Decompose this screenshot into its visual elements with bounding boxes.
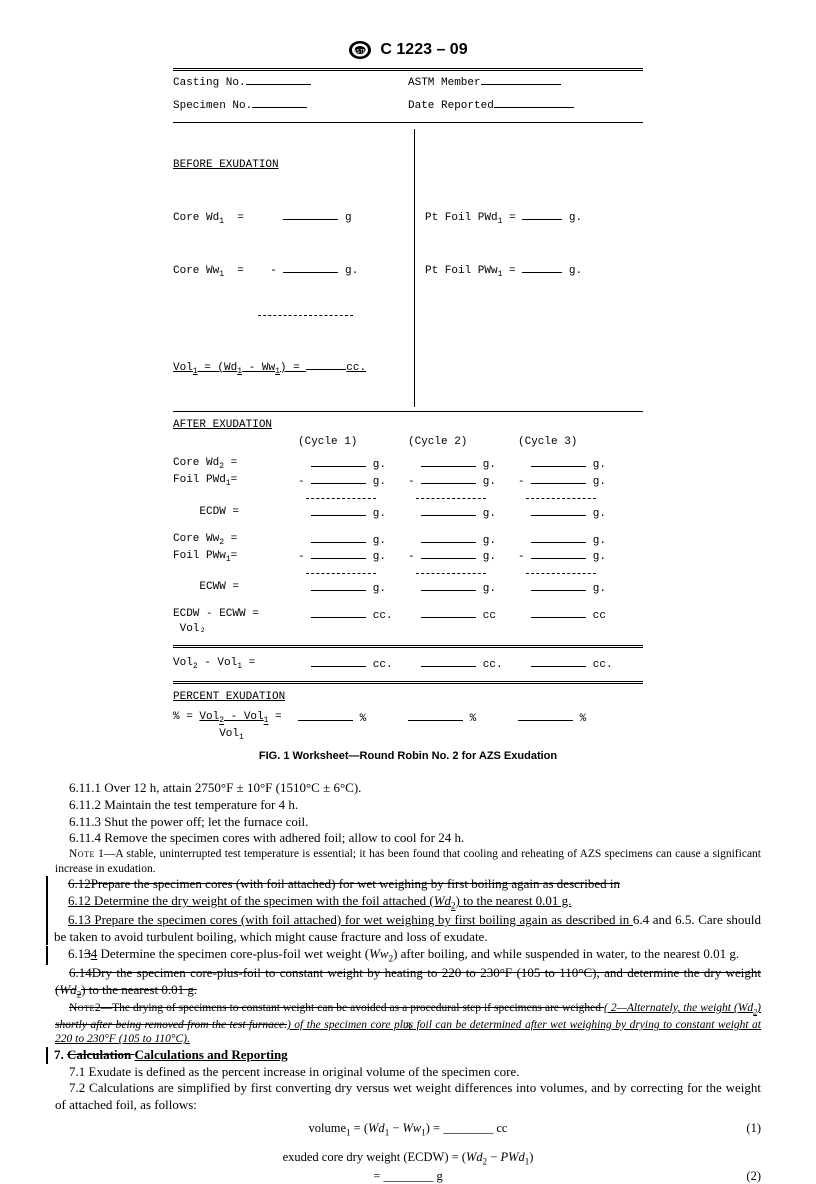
- ecdw-label: ECDW =: [199, 506, 239, 518]
- equation-2: exuded core dry weight (ECDW) = (Wd2 − P…: [55, 1149, 761, 1184]
- core-ww2-label: Core Ww: [173, 533, 219, 545]
- cycle2-label: (Cycle 2): [408, 435, 518, 450]
- p-6-12-deleted: 6.12Prepare the specimen cores (with foi…: [54, 876, 761, 893]
- vol2-label: Vol₂: [173, 623, 206, 635]
- p-6-14-renum: 6.134 Determine the specimen core-plus-f…: [54, 946, 761, 965]
- after-exudation-header: AFTER EXUDATION: [173, 418, 298, 433]
- page-number: 3: [0, 1019, 816, 1034]
- page-header: ASTM C 1223 – 09: [55, 40, 761, 60]
- percent-exudation-header: PERCENT EXUDATION: [173, 690, 643, 705]
- p-6-11-3: 6.11.3 Shut the power off; let the furna…: [55, 814, 761, 831]
- astm-member-label: ASTM Member: [408, 77, 481, 89]
- p-6-11-4: 6.11.4 Remove the specimen cores with ad…: [55, 830, 761, 847]
- eq2-number: (2): [746, 1168, 761, 1184]
- pt-foil-pwd1-label: Pt Foil PWd: [425, 212, 498, 224]
- cycle3-label: (Cycle 3): [518, 435, 577, 450]
- ecdw-minus-ecww-label: ECDW - ECWW =: [173, 608, 259, 620]
- body-text: 6.11.1 Over 12 h, attain 2750°F ± 10°F (…: [55, 780, 761, 1183]
- designation: C 1223 – 09: [380, 41, 467, 59]
- core-ww1-label: Core Ww: [173, 265, 219, 277]
- eq1-number: (1): [746, 1120, 761, 1136]
- astm-logo-icon: ASTM: [348, 40, 372, 60]
- pt-foil-pww1-label: Pt Foil PWw: [425, 265, 498, 277]
- p-6-14-deleted: 6.14Dry the specimen core-plus-foil to c…: [55, 965, 761, 1001]
- ecww-label: ECWW =: [199, 581, 239, 593]
- equation-1: volume1 = (Wd1 − Ww1) = ________ cc (1): [55, 1120, 761, 1139]
- section-7-heading: 7. Calculation Calculations and Reportin…: [54, 1047, 761, 1064]
- p-6-11-2: 6.11.2 Maintain the test temperature for…: [55, 797, 761, 814]
- figure-caption: FIG. 1 Worksheet—Round Robin No. 2 for A…: [55, 750, 761, 762]
- foil-pwd2-label: Foil PWd: [173, 474, 226, 486]
- p-6-12-new: 6.12 Determine the dry weight of the spe…: [54, 893, 761, 912]
- p-7-2: 7.2 Calculations are simplified by first…: [55, 1080, 761, 1113]
- casting-no-label: Casting No.: [173, 77, 246, 89]
- specimen-no-label: Specimen No.: [173, 100, 252, 112]
- svg-text:ASTM: ASTM: [353, 49, 367, 55]
- date-reported-label: Date Reported: [408, 100, 494, 112]
- worksheet-figure: Casting No. ASTM Member Specimen No. Dat…: [173, 68, 643, 744]
- p-7-1: 7.1 Exudate is defined as the percent in…: [55, 1064, 761, 1081]
- cycle1-label: (Cycle 1): [298, 435, 408, 450]
- p-6-11-1: 6.11.1 Over 12 h, attain 2750°F ± 10°F (…: [55, 780, 761, 797]
- core-wd1-label: Core Wd: [173, 212, 219, 224]
- p-6-13: 6.13 Prepare the specimen cores (with fo…: [54, 912, 761, 945]
- foil-pww2-label: Foil PWw: [173, 550, 226, 562]
- before-exudation-header: BEFORE EXUDATION: [173, 158, 408, 173]
- note-1: Note 1—A stable, uninterrupted test temp…: [55, 847, 761, 876]
- core-wd2-label: Core Wd: [173, 457, 219, 469]
